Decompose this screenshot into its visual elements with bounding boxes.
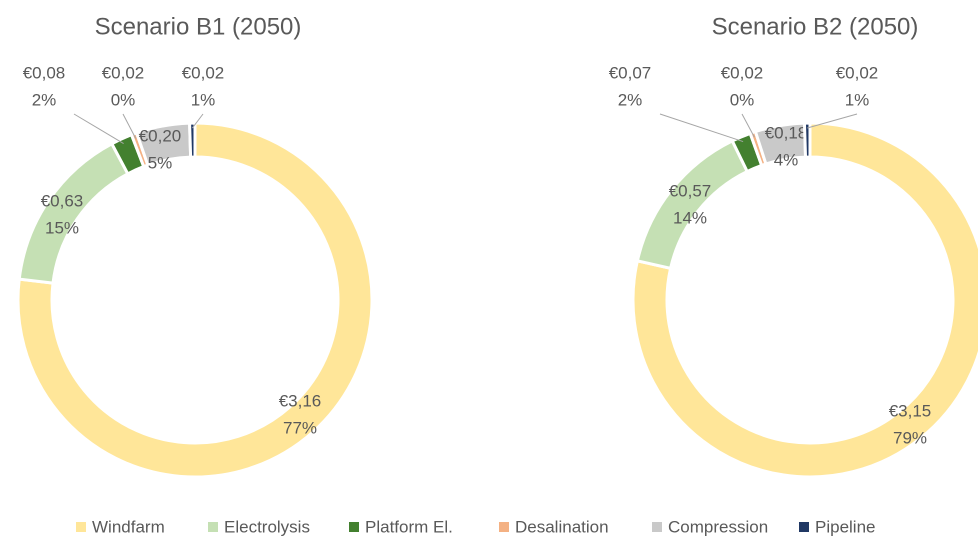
legend-label: Windfarm (92, 517, 165, 536)
value-label: €0,02 (182, 63, 225, 82)
percent-label: 77% (283, 418, 317, 437)
percent-label: 2% (618, 90, 643, 109)
leader-line (741, 113, 755, 138)
legend-swatch (208, 522, 218, 532)
value-label: €0,63 (41, 191, 84, 210)
legend-label: Pipeline (815, 517, 876, 536)
value-label: €0,02 (836, 63, 879, 82)
legend-swatch (799, 522, 809, 532)
value-label: €0,07 (609, 63, 652, 82)
legend-swatch (349, 522, 359, 532)
percent-label: 14% (673, 208, 707, 227)
donut-slice (631, 121, 978, 479)
value-label: €0,18 (765, 123, 808, 142)
legend-swatch (652, 522, 662, 532)
percent-label: 2% (32, 90, 57, 109)
percent-label: 1% (845, 90, 870, 109)
legend-label: Electrolysis (224, 517, 310, 536)
leader-line (191, 113, 204, 129)
value-label: €0,02 (721, 63, 764, 82)
legend-label: Compression (668, 517, 768, 536)
percent-label: 1% (191, 90, 216, 109)
chart-title: Scenario B2 (2050) (712, 13, 919, 40)
percent-label: 79% (893, 428, 927, 447)
leader-line (122, 113, 137, 139)
percent-label: 5% (148, 153, 173, 172)
chart-title: Scenario B1 (2050) (95, 13, 302, 40)
legend-swatch (76, 522, 86, 532)
value-label: €0,20 (139, 126, 182, 145)
legend-swatch (499, 522, 509, 532)
percent-label: 0% (730, 90, 755, 109)
donut-slice (16, 121, 374, 479)
value-label: €3,15 (889, 401, 932, 420)
value-label: €0,02 (102, 63, 145, 82)
legend-label: Desalination (515, 517, 609, 536)
donut-slice (17, 141, 130, 285)
leader-line (73, 113, 124, 144)
percent-label: 15% (45, 218, 79, 237)
leader-line (659, 113, 744, 143)
legend-label: Platform El. (365, 517, 453, 536)
percent-label: 4% (774, 150, 799, 169)
value-label: €3,16 (279, 391, 322, 410)
donut-slice (635, 138, 750, 271)
donut-slice (188, 121, 197, 159)
value-label: €0,08 (23, 63, 66, 82)
leader-line (807, 113, 858, 129)
value-label: €0,57 (669, 181, 712, 200)
donut-slice (802, 121, 812, 159)
percent-label: 0% (111, 90, 136, 109)
